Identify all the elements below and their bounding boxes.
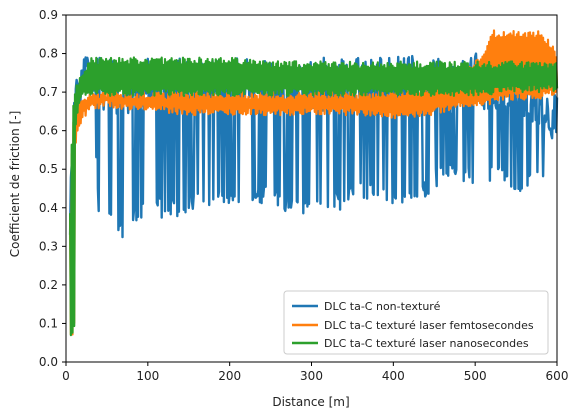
y-tick-label-3: 0.3 [39,239,58,253]
y-tick-label-6: 0.6 [39,124,58,138]
x-tick-label-6: 600 [546,369,569,383]
y-tick-label-2: 0.2 [39,278,58,292]
y-tick-label-7: 0.7 [39,85,58,99]
series-layer [68,29,559,337]
y-tick-label-9: 0.9 [39,8,58,22]
y-tick-label-0: 0.0 [39,355,58,369]
x-axis-label: Distance [m] [272,395,349,409]
x-tick-label-0: 0 [62,369,70,383]
legend-label-0: DLC ta-C non-texturé [324,300,441,313]
x-tick-label-3: 300 [300,369,323,383]
legend-frame [283,290,549,355]
x-tick-label-1: 100 [136,369,159,383]
y-tick-label-8: 0.8 [39,47,58,61]
y-tick-label-1: 0.1 [39,316,58,330]
series-line-2 [69,56,559,337]
legend-label-1: DLC ta-C texturé laser femtosecondes [324,319,534,332]
legend-label-2: DLC ta-C texturé laser nanosecondes [324,337,529,350]
x-tick-label-2: 200 [218,369,241,383]
ticks-layer: 0 100 200 300 400 500 600 0.0 0.1 0.2 0.3 0.4 0.5 0.6… [39,8,569,383]
y-axis-label: Coefficient de friction [-] [8,111,22,258]
y-tick-label-4: 0.4 [39,201,58,215]
x-tick-label-4: 400 [382,369,405,383]
legend: DLC ta-C non-texturé DLC ta-C texturé la… [283,290,549,355]
x-tick-label-5: 500 [464,369,487,383]
y-tick-label-5: 0.5 [39,162,58,176]
